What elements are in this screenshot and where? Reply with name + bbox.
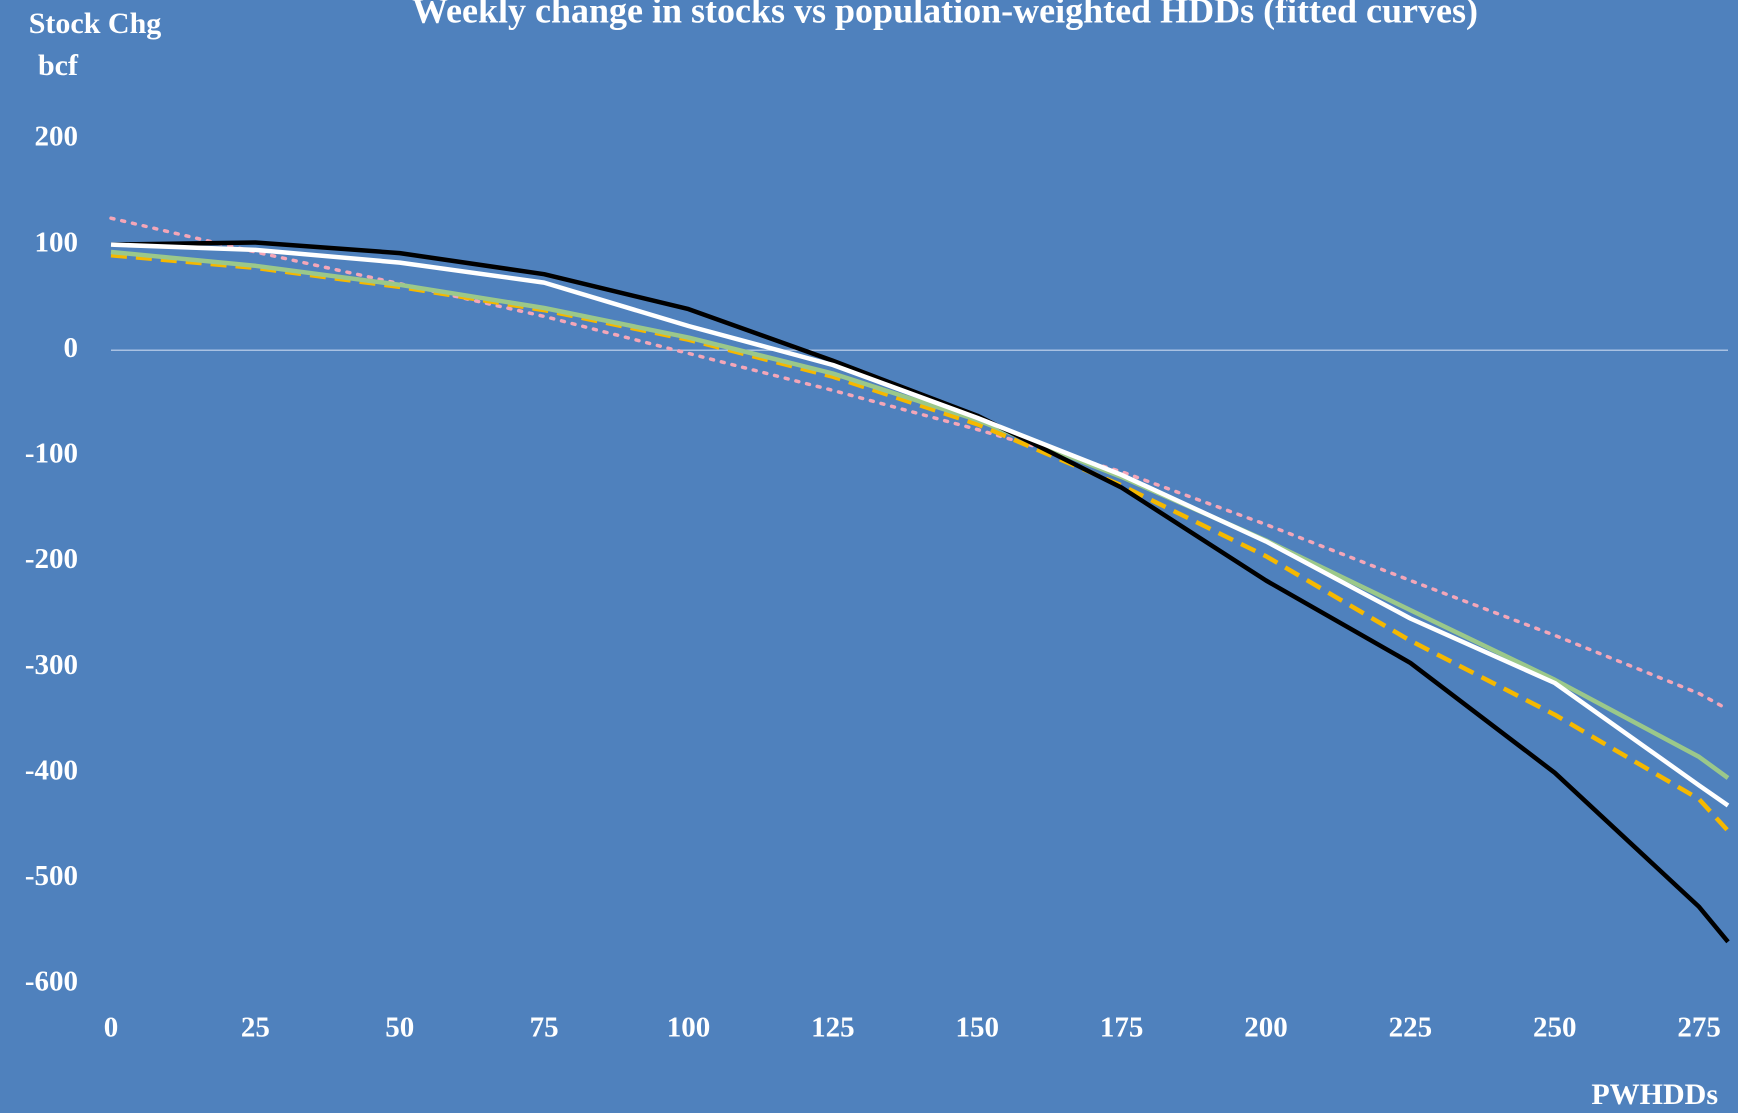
x-tick-label: 0 (104, 1012, 119, 1044)
x-tick-label: 75 (530, 1012, 559, 1044)
x-tick-label: 275 (1677, 1012, 1721, 1044)
y-tick-label: 0 (64, 332, 79, 364)
x-tick-label: 225 (1389, 1012, 1433, 1044)
x-tick-label: 150 (956, 1012, 1000, 1044)
x-tick-label: 25 (241, 1012, 270, 1044)
x-tick-label: 125 (811, 1012, 855, 1044)
y-axis-label: Stock Chg (29, 7, 162, 40)
series-line (110, 242, 1730, 808)
chart-title: Weekly change in stocks vs population-we… (412, 0, 1478, 30)
y-tick-label: -100 (25, 438, 78, 470)
x-tick-label: 200 (1244, 1012, 1288, 1044)
y-axis-label: bcf (38, 49, 79, 82)
y-tick-label: -300 (25, 649, 78, 681)
y-tick-label: 100 (35, 226, 79, 258)
x-tick-label: 50 (385, 1012, 414, 1044)
y-tick-label: -600 (25, 966, 78, 998)
y-tick-label: -500 (25, 860, 78, 892)
y-tick-label: 200 (35, 121, 79, 153)
x-tick-label: 100 (667, 1012, 711, 1044)
x-axis-label: PWHDDs (1591, 1078, 1718, 1111)
y-tick-label: -400 (25, 754, 78, 786)
y-tick-label: -200 (25, 543, 78, 575)
x-tick-label: 175 (1100, 1012, 1144, 1044)
x-tick-label: 250 (1533, 1012, 1577, 1044)
